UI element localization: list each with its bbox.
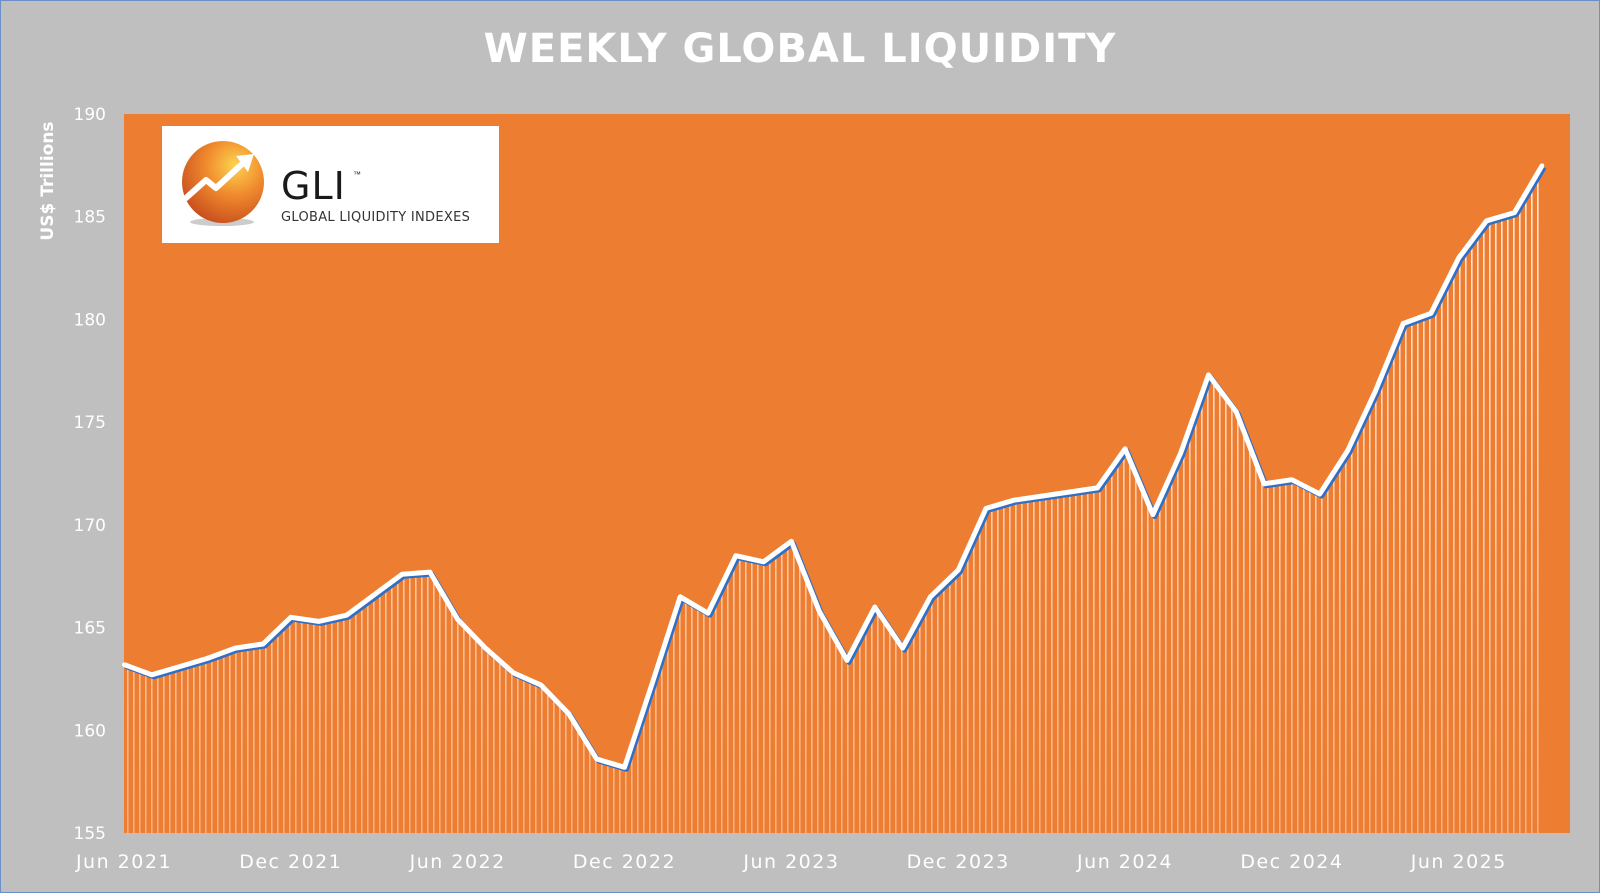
x-tick-label: Jun 2021 <box>75 851 172 873</box>
data-point <box>1123 446 1128 451</box>
y-tick-label: 165 <box>74 619 106 639</box>
gli-globe-icon <box>182 141 264 226</box>
x-tick-label: Dec 2022 <box>573 851 676 873</box>
data-point <box>483 646 488 651</box>
data-point <box>900 646 905 651</box>
x-tick-label: Dec 2021 <box>239 851 342 873</box>
data-point <box>594 757 599 761</box>
data-point <box>344 613 349 618</box>
data-point <box>928 594 933 599</box>
data-point <box>1095 485 1100 490</box>
data-point <box>1067 490 1072 494</box>
x-tick-label: Jun 2024 <box>1076 851 1173 873</box>
series-line <box>123 164 1545 770</box>
x-tick-labels: Jun 2021 Dec 2021 Jun 2022 Dec 2022 Jun 2023… <box>75 851 1507 873</box>
y-tick-label: 190 <box>74 105 106 125</box>
y-tick-label: 155 <box>74 824 106 844</box>
data-point <box>622 765 627 770</box>
data-point <box>1456 255 1461 260</box>
y-tick-label: 185 <box>74 208 106 228</box>
data-point <box>845 658 849 663</box>
x-tick-label: Jun 2022 <box>409 851 506 873</box>
data-point <box>1039 494 1044 499</box>
data-point <box>650 681 655 685</box>
data-point <box>261 642 265 646</box>
data-point <box>1011 498 1016 503</box>
logo-trademark: ™ <box>353 170 361 179</box>
data-point <box>1317 492 1322 496</box>
logo-name: GLI <box>281 164 346 208</box>
data-point <box>733 553 738 558</box>
data-point <box>122 662 126 667</box>
x-tick-label: Jun 2023 <box>742 851 839 873</box>
data-point <box>1401 321 1406 326</box>
data-point <box>678 594 683 599</box>
data-point <box>539 683 544 688</box>
logo-subtitle: GLOBAL LIQUIDITY INDEXES <box>281 210 471 225</box>
gli-logo: GLI ™ GLOBAL LIQUIDITY INDEXES <box>162 126 499 243</box>
data-point <box>177 664 182 669</box>
data-point <box>316 619 321 624</box>
y-tick-labels: 155 160 165 170 175 180 185 190 <box>74 105 106 844</box>
data-point <box>956 568 961 573</box>
data-point <box>1484 218 1489 223</box>
y-tick-label: 170 <box>74 516 106 536</box>
chart-title: WEEKLY GLOBAL LIQUIDITY <box>483 26 1117 72</box>
y-tick-label: 160 <box>74 721 106 741</box>
data-point <box>400 572 405 577</box>
data-point <box>1512 210 1517 215</box>
data-point <box>205 656 210 661</box>
data-point <box>872 605 877 609</box>
series-line-group <box>122 163 1547 772</box>
data-point <box>984 506 988 511</box>
area-fill-group <box>124 165 1543 833</box>
data-point <box>706 611 710 616</box>
data-point <box>372 592 377 597</box>
y-tick-label: 175 <box>74 413 106 433</box>
series-area-shade <box>124 165 1543 833</box>
data-point <box>455 617 460 622</box>
data-point <box>149 672 154 677</box>
data-point <box>1429 311 1433 316</box>
data-point <box>233 646 238 651</box>
data-point <box>566 711 571 716</box>
data-point <box>288 615 293 620</box>
data-point <box>1178 451 1183 455</box>
data-point <box>1234 409 1239 414</box>
data-point <box>1345 448 1350 453</box>
data-point <box>1150 512 1155 517</box>
data-point <box>427 570 432 575</box>
data-point <box>817 609 822 614</box>
x-tick-label: Jun 2025 <box>1410 851 1507 873</box>
data-point <box>789 539 794 544</box>
data-point <box>761 559 766 564</box>
data-point <box>1540 163 1545 168</box>
y-tick-label: 180 <box>74 310 106 330</box>
x-tick-label: Dec 2024 <box>1240 851 1343 873</box>
data-point <box>1206 372 1211 377</box>
data-point <box>1289 477 1294 482</box>
data-point <box>511 670 516 675</box>
data-point <box>1262 481 1267 486</box>
data-point <box>1373 389 1378 394</box>
x-tick-label: Dec 2023 <box>907 851 1010 873</box>
